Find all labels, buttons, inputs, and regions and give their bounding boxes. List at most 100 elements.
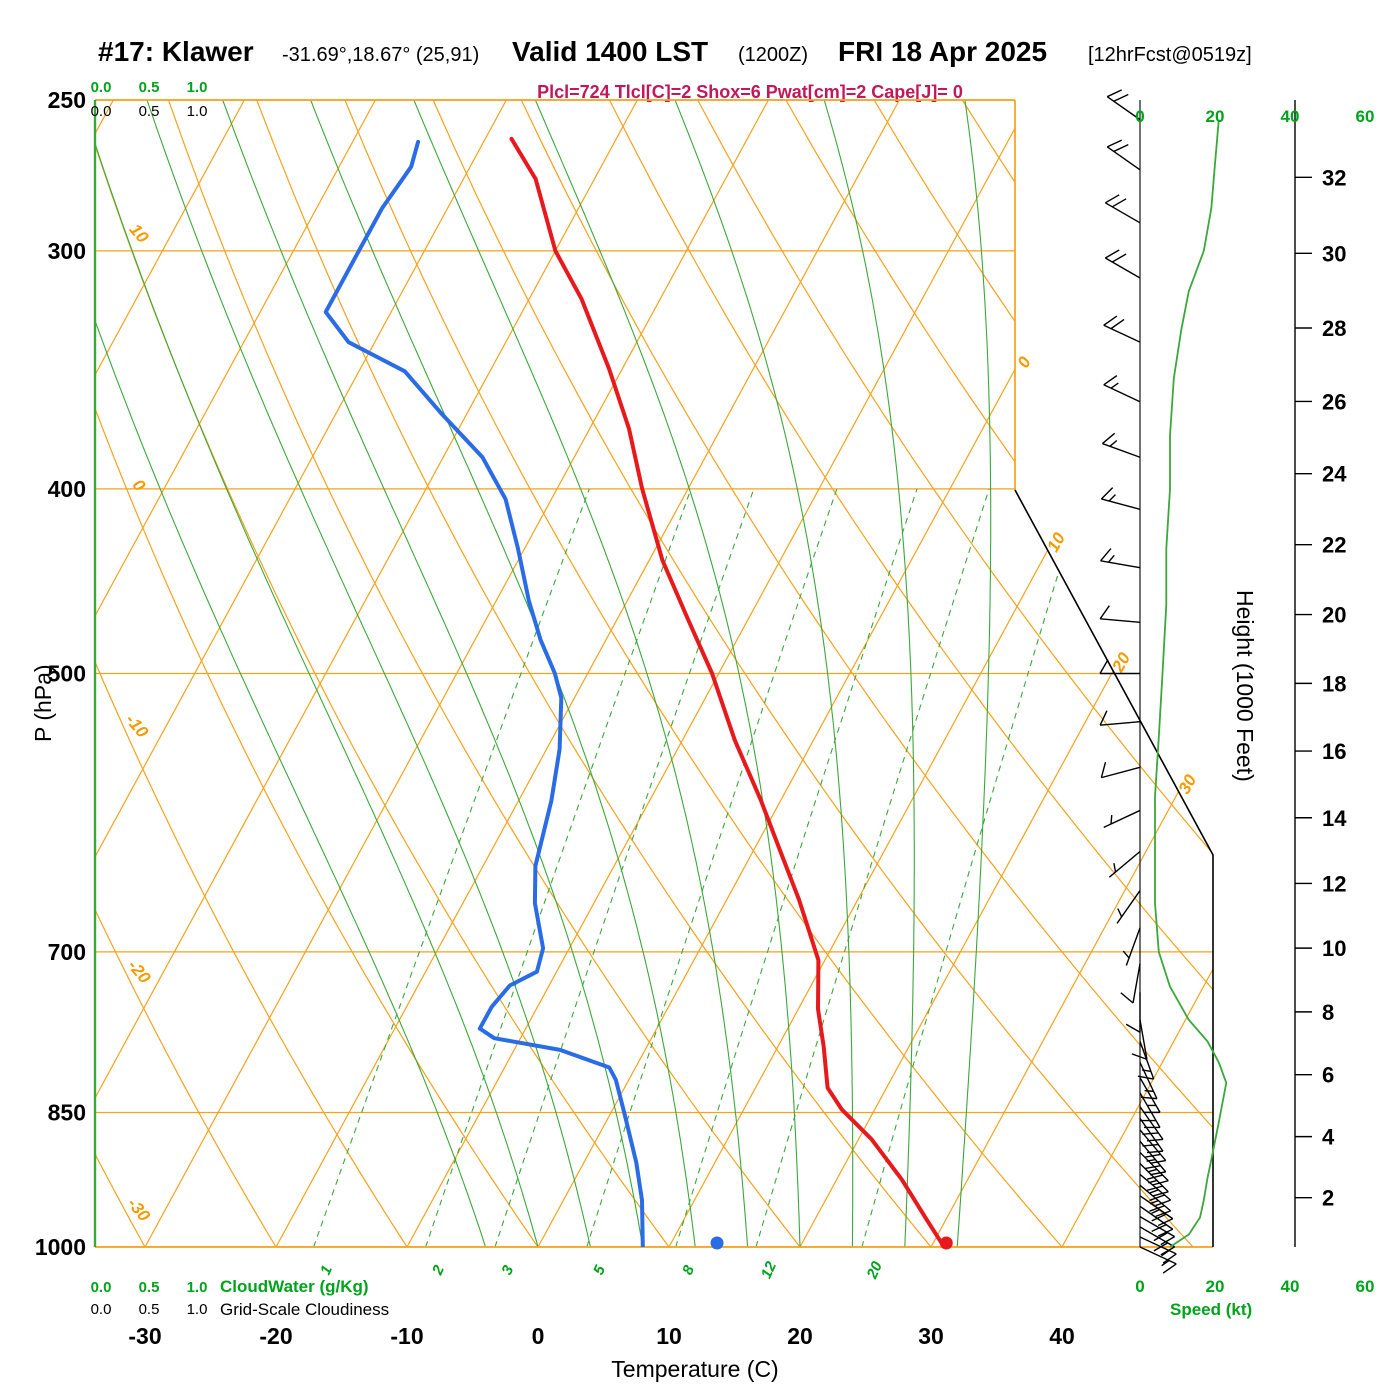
- isotherm-line: [406, 100, 1031, 1247]
- forecast-tag: [12hrFcst@0519z]: [1088, 44, 1252, 66]
- moist-adiabat-line: [95, 100, 539, 1247]
- svg-text:2: 2: [1322, 1186, 1334, 1211]
- dewpoint-trace: [323, 139, 645, 1247]
- svg-text:60: 60: [1356, 1277, 1375, 1296]
- svg-text:850: 850: [48, 1100, 86, 1126]
- svg-text:3: 3: [498, 1262, 517, 1277]
- isotherm-line: [95, 100, 376, 1247]
- svg-text:1.0: 1.0: [187, 1301, 208, 1318]
- svg-text:20: 20: [787, 1323, 813, 1349]
- dry-adiabat-line: [167, 100, 801, 1247]
- temperature-trace: [509, 136, 947, 1247]
- svg-text:14: 14: [1322, 806, 1347, 831]
- svg-text:10: 10: [1322, 936, 1346, 961]
- svg-text:20: 20: [1206, 107, 1225, 126]
- svg-text:12: 12: [758, 1258, 781, 1281]
- svg-text:20: 20: [1322, 603, 1346, 628]
- svg-text:5: 5: [590, 1262, 609, 1277]
- svg-text:-10: -10: [122, 710, 153, 741]
- isotherm-line: [930, 100, 1213, 1247]
- sounding-traces: [323, 136, 947, 1247]
- dry-adiabat-line: [0, 100, 14, 1247]
- speed-axis-label: Speed (kt): [1170, 1300, 1253, 1319]
- svg-text:0: 0: [1135, 1277, 1144, 1296]
- svg-text:700: 700: [48, 939, 86, 965]
- background-grid: [0, 100, 1213, 1247]
- svg-text:0.5: 0.5: [139, 1301, 160, 1318]
- svg-text:20: 20: [1206, 1277, 1225, 1296]
- svg-text:0: 0: [1135, 107, 1144, 126]
- svg-text:24: 24: [1322, 462, 1347, 487]
- svg-text:0.0: 0.0: [91, 1301, 112, 1318]
- dry-adiabat-line: [697, 100, 1213, 1247]
- svg-text:0: 0: [532, 1323, 545, 1349]
- svg-text:28: 28: [1322, 316, 1346, 341]
- wind-speed-profile: [1154, 119, 1228, 1248]
- svg-text:2: 2: [429, 1262, 449, 1278]
- svg-text:8: 8: [679, 1262, 698, 1277]
- svg-text:0: 0: [1014, 353, 1035, 371]
- dry-adiabat-line: [520, 100, 1213, 1247]
- svg-text:0: 0: [129, 476, 150, 496]
- moist-adiabat-line: [956, 100, 992, 1247]
- moist-adiabat-line: [534, 100, 801, 1247]
- plot-frame: [93, 99, 1214, 1248]
- dry-adiabat-line: [95, 100, 277, 1247]
- dry-adiabat-line: [785, 100, 1213, 1247]
- surface-temperature-dot: [939, 1236, 953, 1250]
- cloudwater-axis-label: CloudWater (g/Kg): [220, 1277, 369, 1296]
- svg-text:6: 6: [1322, 1063, 1334, 1088]
- sounding-parameters: Plcl=724 Tlcl[C]=2 Shox=6 Pwat[cm]=2 Cap…: [537, 82, 963, 102]
- surface-dewpoint-dot: [710, 1236, 724, 1250]
- dry-adiabat-line: [95, 100, 408, 1247]
- mixing-ratio-line: [586, 488, 838, 1247]
- isotherm-line: [1061, 100, 1213, 1247]
- svg-text:1.0: 1.0: [187, 103, 208, 120]
- svg-text:0.0: 0.0: [91, 1279, 112, 1296]
- mixing-ratio-line: [313, 488, 590, 1247]
- moist-adiabat-line: [823, 100, 915, 1247]
- valid-zulu: (1200Z): [738, 44, 809, 66]
- svg-text:1000: 1000: [35, 1234, 86, 1260]
- svg-text:60: 60: [1356, 107, 1375, 126]
- moist-adiabat-line: [222, 100, 644, 1247]
- plot-cut-boundary: [1014, 489, 1214, 1247]
- svg-text:500: 500: [48, 661, 86, 687]
- svg-text:0.5: 0.5: [139, 103, 160, 120]
- svg-text:26: 26: [1322, 389, 1346, 414]
- moist-adiabat-line: [310, 100, 696, 1247]
- svg-text:300: 300: [48, 238, 86, 264]
- station-coords: -31.69°,18.67° (25,91): [282, 44, 480, 66]
- svg-text:400: 400: [48, 476, 86, 502]
- svg-text:40: 40: [1049, 1323, 1075, 1349]
- svg-text:12: 12: [1322, 871, 1346, 896]
- dry-adiabat-line: [95, 100, 539, 1247]
- svg-text:-10: -10: [390, 1323, 423, 1349]
- svg-text:1: 1: [317, 1263, 336, 1278]
- svg-text:30: 30: [1175, 771, 1201, 797]
- moist-adiabat-line: [413, 100, 749, 1247]
- svg-text:0.5: 0.5: [139, 1279, 160, 1296]
- isotherm-line: [275, 100, 900, 1247]
- isotherm-line: [144, 100, 769, 1247]
- svg-text:4: 4: [1322, 1125, 1335, 1150]
- dry-adiabat-line: [432, 100, 1194, 1247]
- svg-text:18: 18: [1322, 671, 1346, 696]
- svg-text:40: 40: [1281, 1277, 1300, 1296]
- wind-barbs: [1099, 89, 1177, 1274]
- temperature-axis-label: Temperature (C): [611, 1356, 779, 1382]
- isotherm-line: [95, 100, 245, 1247]
- svg-text:1.0: 1.0: [187, 79, 208, 96]
- dry-adiabat-line: [256, 100, 932, 1247]
- svg-text:32: 32: [1322, 165, 1346, 190]
- svg-text:250: 250: [48, 87, 86, 113]
- moist-adiabat-line: [674, 100, 854, 1247]
- svg-text:30: 30: [918, 1323, 944, 1349]
- svg-text:0.0: 0.0: [91, 103, 112, 120]
- mixing-ratio-line: [861, 488, 1085, 1247]
- moist-adiabat-line: [146, 100, 591, 1247]
- svg-text:8: 8: [1322, 1000, 1334, 1025]
- moist-adiabat-line: [95, 100, 487, 1247]
